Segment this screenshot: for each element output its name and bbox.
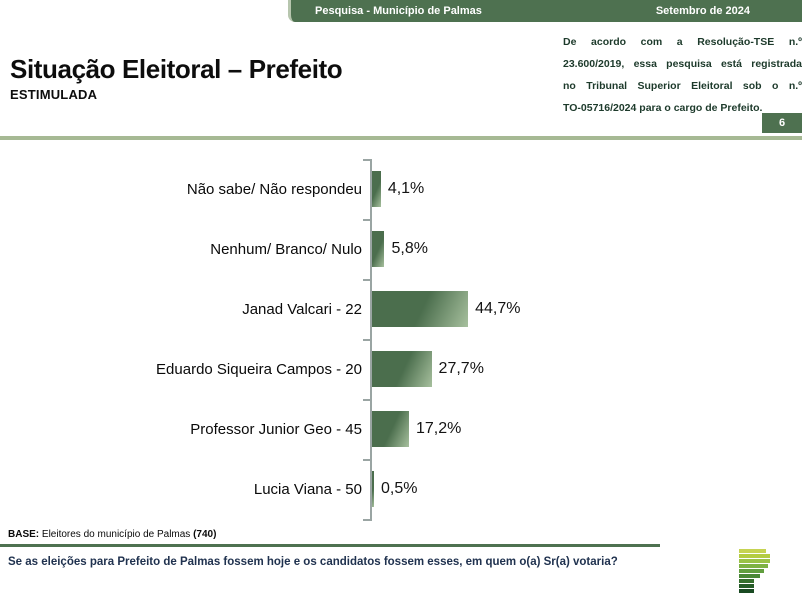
legal-note-line: TO-05716/2024 para o cargo de Prefeito.	[563, 102, 763, 114]
axis-tick	[363, 159, 370, 161]
chart-row: Nenhum/ Branco/ Nulo 5,8%	[0, 219, 640, 279]
header-bar: Pesquisa - Município de Palmas Setembro …	[288, 0, 802, 22]
striped-p-logo	[739, 549, 787, 594]
bar	[372, 411, 409, 447]
value-label: 5,8%	[391, 240, 428, 257]
category-label: Nenhum/ Branco/ Nulo	[210, 240, 362, 258]
axis-tick	[363, 519, 370, 521]
chart-rows: Não sabe/ Não respondeu 4,1% Nenhum/ Bra…	[0, 159, 640, 519]
category-label: Professor Junior Geo - 45	[190, 420, 362, 438]
logo-stripe	[739, 564, 768, 568]
chart-row: Eduardo Siqueira Campos - 20 27,7%	[0, 339, 640, 399]
bar	[372, 471, 374, 507]
bar	[372, 351, 432, 387]
legal-note: De acordo com a Resolução-TSE n.º 23.600…	[563, 31, 802, 119]
page-subtitle: ESTIMULADA	[10, 86, 98, 102]
bar	[372, 231, 385, 267]
bar-zone: 27,7%	[372, 351, 484, 387]
header-left-title: Pesquisa - Município de Palmas	[315, 5, 482, 17]
bar-zone: 4,1%	[372, 171, 424, 207]
base-note: BASE: Eleitores do município de Palmas (…	[8, 529, 216, 540]
question-text: Se as eleições para Prefeito de Palmas f…	[8, 556, 618, 568]
value-label: 4,1%	[387, 180, 425, 197]
logo-stripe	[739, 579, 754, 583]
bar	[372, 291, 469, 327]
logo-stripe	[739, 574, 760, 578]
chart-row: Não sabe/ Não respondeu 4,1%	[0, 159, 640, 219]
bar-chart: Não sabe/ Não respondeu 4,1% Nenhum/ Bra…	[0, 159, 640, 521]
legal-note-line: De acordo com a Resolução-TSE n.º	[563, 36, 802, 48]
axis-tick	[363, 399, 370, 401]
chart-row: Lucia Viana - 50 0,5%	[0, 459, 640, 519]
category-label: Não sabe/ Não respondeu	[186, 180, 362, 198]
chart-row: Janad Valcari - 22 44,7%	[0, 279, 640, 339]
axis-tick	[363, 219, 370, 221]
base-count: (740)	[193, 529, 217, 540]
logo-stripe	[739, 584, 754, 588]
logo-stripe	[739, 559, 770, 563]
category-label: Eduardo Siqueira Campos - 20	[156, 360, 362, 378]
category-label: Lucia Viana - 50	[253, 480, 362, 498]
header-right-title: Setembro de 2024	[655, 5, 750, 17]
bar	[372, 171, 381, 207]
legal-note-line: 23.600/2019, essa pesquisa está registra…	[563, 58, 802, 70]
logo-stripe	[739, 554, 770, 558]
axis-tick	[363, 279, 370, 281]
category-label: Janad Valcari - 22	[242, 300, 362, 318]
logo-stripe	[739, 549, 766, 553]
bottom-divider-line	[0, 544, 660, 547]
chart-row: Professor Junior Geo - 45 17,2%	[0, 399, 640, 459]
logo-stripe	[739, 569, 764, 573]
value-label: 17,2%	[415, 420, 462, 437]
bar-zone: 5,8%	[372, 231, 428, 267]
logo-stripe	[739, 589, 754, 593]
bar-zone: 0,5%	[372, 471, 417, 507]
value-label: 44,7%	[475, 300, 521, 317]
axis-tick	[363, 339, 370, 341]
page-number-badge: 6	[762, 113, 802, 133]
base-text: Eleitores do município de Palmas	[39, 529, 194, 540]
value-label: 0,5%	[381, 480, 418, 497]
top-divider-line	[0, 136, 802, 140]
axis-tick	[363, 459, 370, 461]
base-label: BASE:	[8, 529, 40, 540]
page-title: Situação Eleitoral – Prefeito	[10, 54, 343, 84]
legal-note-line: no Tribunal Superior Eleitoral sob o n.º	[563, 80, 802, 92]
bar-zone: 44,7%	[372, 291, 520, 327]
bar-zone: 17,2%	[372, 411, 461, 447]
value-label: 27,7%	[438, 360, 484, 377]
title-block: Situação Eleitoral – Prefeito ESTIMULADA	[10, 54, 343, 102]
axis-line	[370, 159, 372, 521]
